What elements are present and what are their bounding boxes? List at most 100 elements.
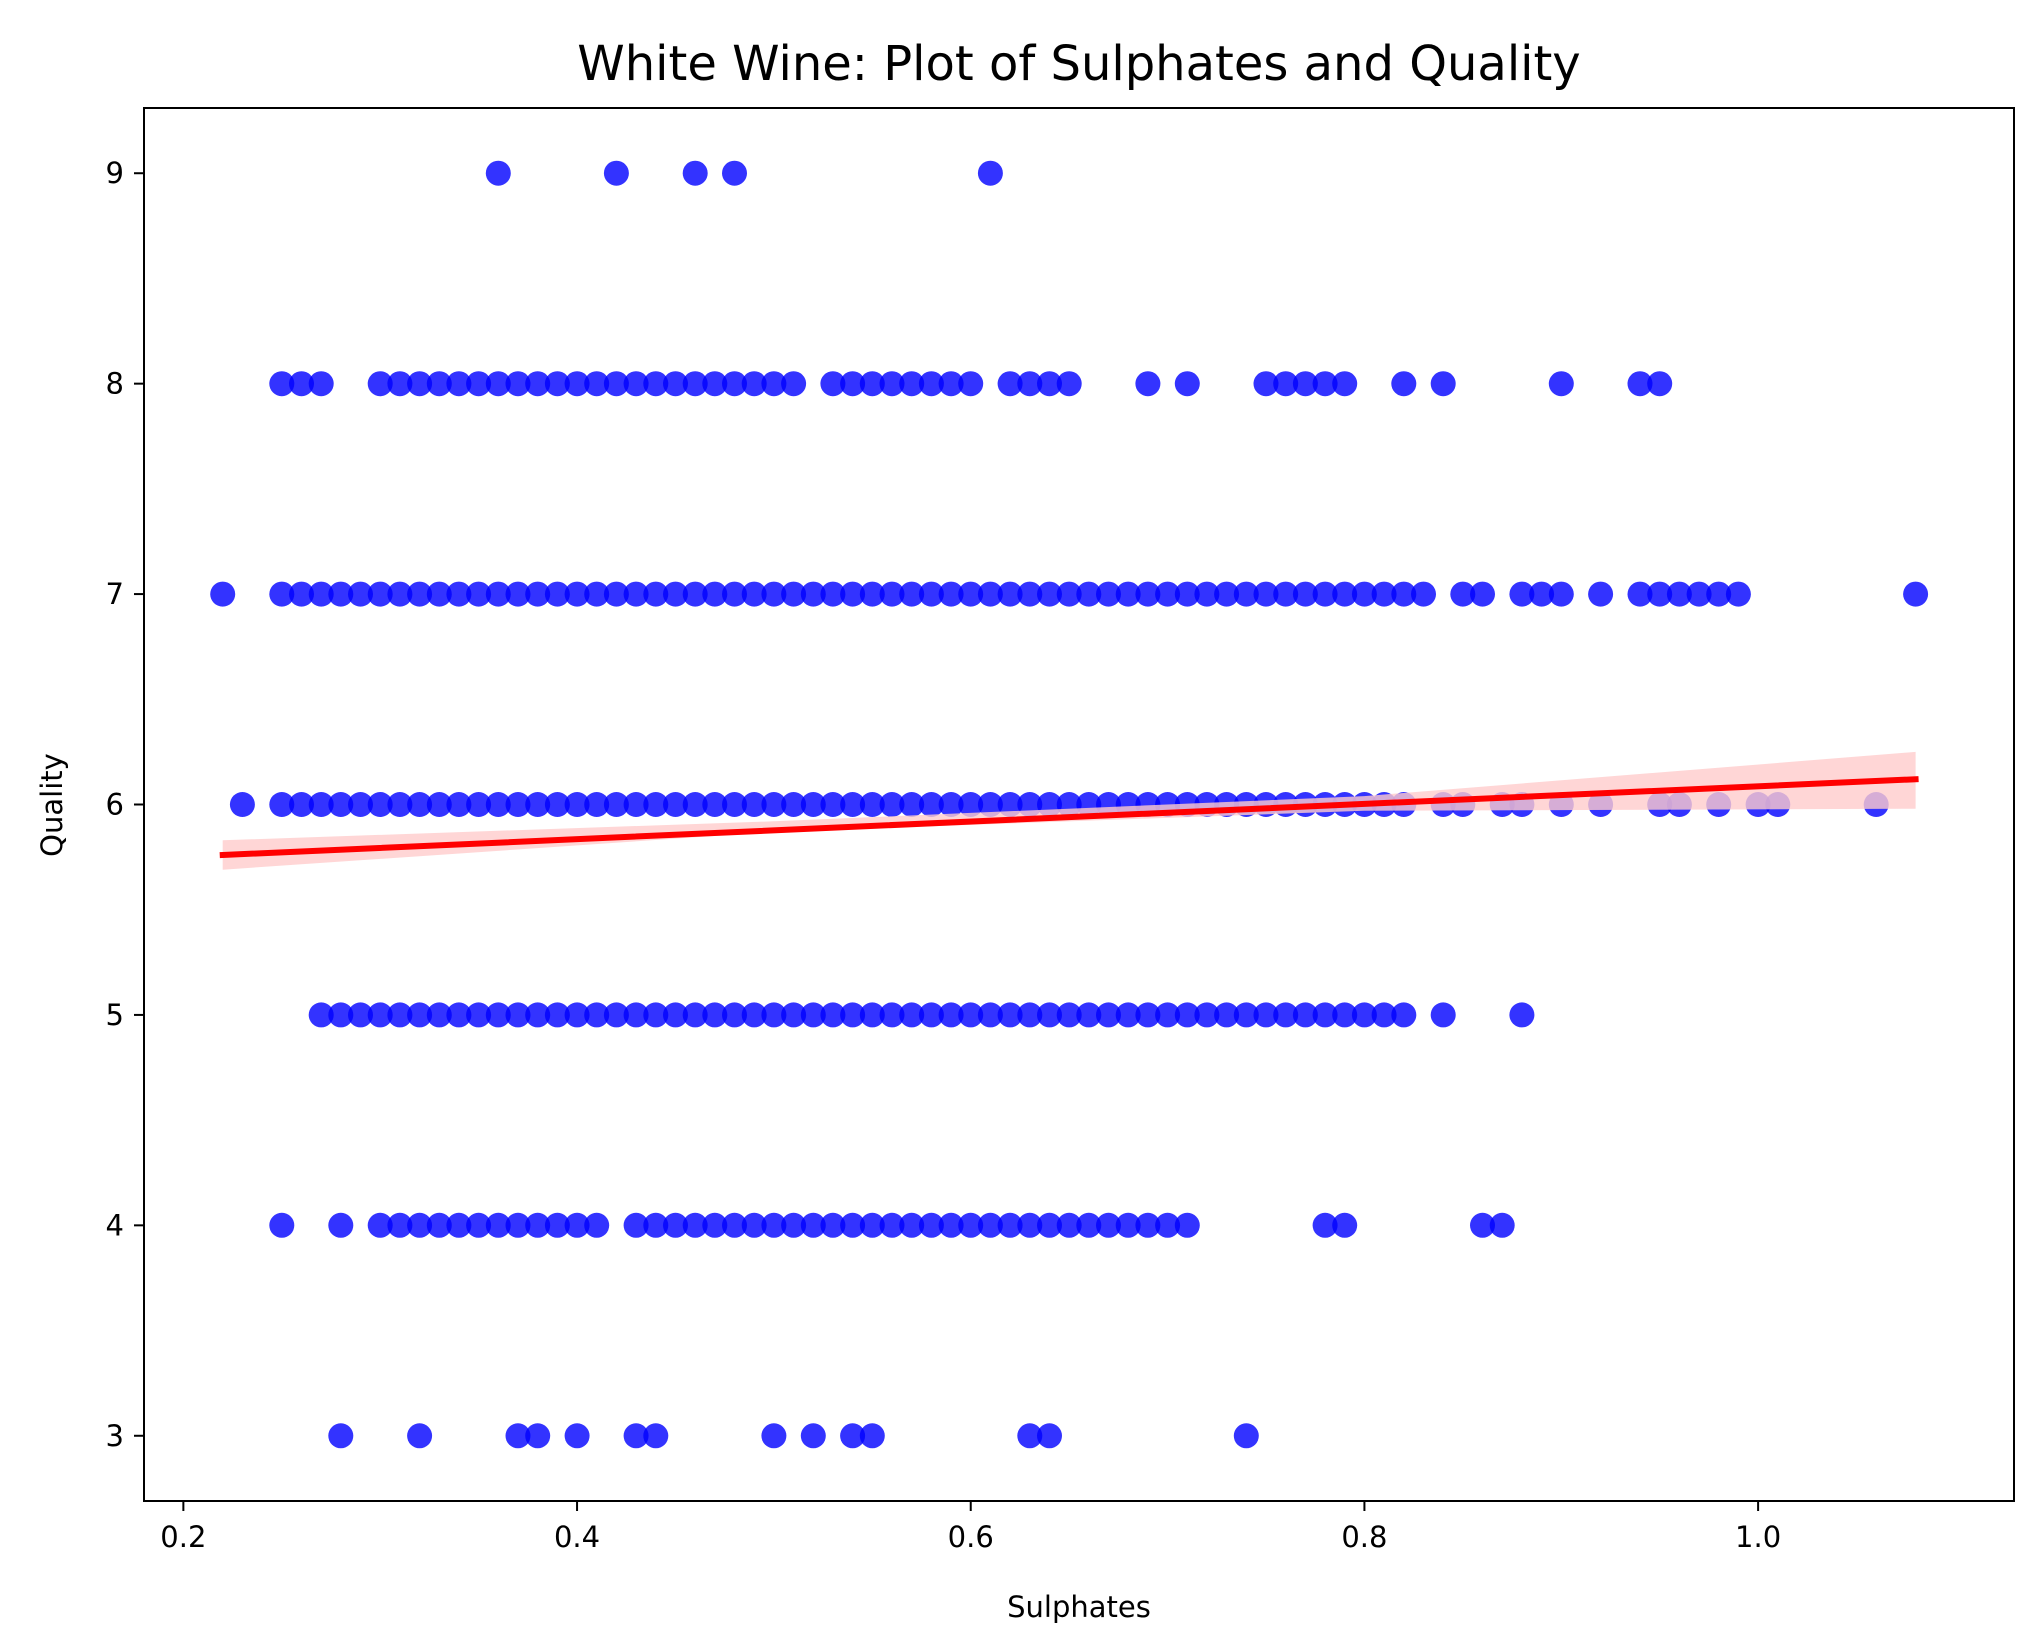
data-point bbox=[958, 1002, 984, 1028]
data-point bbox=[1233, 1423, 1259, 1449]
data-point bbox=[879, 581, 905, 607]
data-point bbox=[269, 581, 295, 607]
data-point bbox=[781, 792, 807, 817]
data-point bbox=[210, 581, 236, 607]
data-point bbox=[781, 1212, 807, 1238]
y-axis-label: Quality bbox=[35, 753, 69, 857]
data-point bbox=[1017, 1212, 1043, 1238]
data-point bbox=[485, 1212, 511, 1238]
data-point bbox=[1686, 581, 1712, 607]
data-point bbox=[584, 1002, 610, 1028]
data-point bbox=[1076, 1212, 1102, 1238]
data-point bbox=[485, 792, 511, 817]
data-point bbox=[1135, 1002, 1161, 1028]
data-point bbox=[879, 1002, 905, 1028]
data-point bbox=[387, 371, 413, 397]
data-point bbox=[289, 581, 314, 607]
data-point bbox=[1312, 581, 1338, 607]
data-point bbox=[918, 792, 944, 817]
data-point bbox=[1233, 1002, 1259, 1028]
data-point bbox=[505, 1002, 531, 1028]
data-point bbox=[1037, 1212, 1062, 1238]
data-point bbox=[682, 1002, 708, 1028]
data-point bbox=[1371, 581, 1397, 607]
data-point bbox=[1115, 1212, 1141, 1238]
data-point bbox=[1253, 581, 1279, 607]
data-point bbox=[1548, 371, 1574, 397]
data-point bbox=[1509, 1002, 1535, 1028]
data-point bbox=[289, 371, 314, 397]
data-point bbox=[918, 371, 944, 397]
data-point bbox=[1371, 1002, 1397, 1028]
data-point bbox=[603, 160, 629, 186]
data-point bbox=[328, 792, 354, 817]
data-point bbox=[1351, 581, 1377, 607]
data-point bbox=[584, 371, 610, 397]
data-point bbox=[741, 1002, 767, 1028]
data-point bbox=[682, 581, 708, 607]
data-point bbox=[938, 1002, 964, 1028]
data-point bbox=[485, 581, 511, 607]
data-point bbox=[1430, 371, 1456, 397]
data-point bbox=[426, 1212, 452, 1238]
data-point bbox=[702, 1212, 728, 1238]
data-point bbox=[446, 371, 472, 397]
data-point bbox=[367, 371, 393, 397]
data-point bbox=[879, 792, 905, 817]
data-point bbox=[859, 792, 885, 817]
data-point bbox=[958, 371, 984, 397]
data-point bbox=[1135, 371, 1161, 397]
y-tick-label: 6 bbox=[106, 788, 124, 822]
data-point bbox=[820, 792, 846, 817]
data-point bbox=[1214, 581, 1240, 607]
data-point bbox=[663, 581, 688, 607]
data-point bbox=[643, 792, 669, 817]
data-point bbox=[1017, 371, 1043, 397]
data-point bbox=[1056, 371, 1082, 397]
data-point bbox=[328, 1423, 354, 1449]
data-point bbox=[269, 371, 295, 397]
data-point bbox=[1666, 581, 1692, 607]
data-point bbox=[466, 1212, 492, 1238]
data-point bbox=[820, 371, 846, 397]
data-point bbox=[269, 792, 295, 817]
data-point bbox=[682, 160, 708, 186]
data-point bbox=[367, 1212, 393, 1238]
data-point bbox=[1253, 1002, 1279, 1028]
data-point bbox=[1332, 581, 1358, 607]
data-point bbox=[643, 581, 669, 607]
data-point bbox=[1037, 581, 1062, 607]
data-point bbox=[1194, 1002, 1220, 1028]
data-point bbox=[1312, 371, 1338, 397]
data-point bbox=[997, 792, 1023, 817]
data-point bbox=[544, 581, 570, 607]
data-point bbox=[761, 371, 787, 397]
data-point bbox=[1391, 581, 1417, 607]
data-point bbox=[840, 792, 866, 817]
data-point bbox=[918, 1212, 944, 1238]
plot-area bbox=[210, 160, 1929, 1449]
data-point bbox=[761, 792, 787, 817]
data-point bbox=[1627, 581, 1653, 607]
data-point bbox=[918, 581, 944, 607]
y-tick-label: 5 bbox=[106, 998, 124, 1032]
data-point bbox=[603, 1002, 629, 1028]
data-point bbox=[1292, 371, 1318, 397]
data-point bbox=[1588, 581, 1614, 607]
data-point bbox=[859, 371, 885, 397]
data-point bbox=[328, 581, 354, 607]
data-point bbox=[1076, 1002, 1102, 1028]
data-point bbox=[1312, 1212, 1338, 1238]
data-point bbox=[623, 581, 649, 607]
data-point bbox=[623, 1212, 649, 1238]
data-point bbox=[505, 581, 531, 607]
data-point bbox=[741, 1212, 767, 1238]
data-point bbox=[1332, 371, 1358, 397]
data-point bbox=[722, 792, 747, 817]
data-point bbox=[1253, 371, 1279, 397]
data-point bbox=[859, 581, 885, 607]
data-point bbox=[722, 581, 747, 607]
data-point bbox=[800, 1423, 826, 1449]
data-point bbox=[603, 792, 629, 817]
data-point bbox=[564, 1423, 590, 1449]
